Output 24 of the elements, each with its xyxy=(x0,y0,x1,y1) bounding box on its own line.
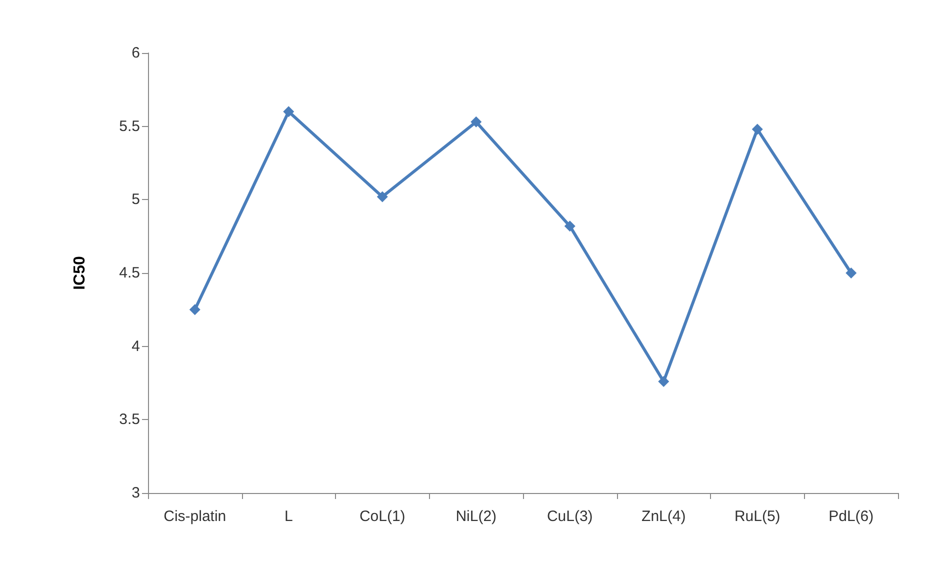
y-tick-label: 5.5 xyxy=(119,118,140,135)
y-tick-label: 5 xyxy=(132,191,140,208)
x-tick-label: NiL(2) xyxy=(456,508,497,525)
x-tick-label: RuL(5) xyxy=(734,508,780,525)
x-tick-label: L xyxy=(284,508,293,525)
y-tick-label: 4.5 xyxy=(119,264,140,282)
y-tick-label: 3 xyxy=(132,484,140,502)
x-tick-label: CoL(1) xyxy=(359,508,406,525)
point xyxy=(283,106,294,118)
point xyxy=(564,220,576,232)
point xyxy=(752,124,763,135)
point xyxy=(846,268,857,278)
point xyxy=(189,304,200,316)
x-tick-label: PdL(6) xyxy=(828,508,874,525)
point xyxy=(470,116,482,128)
x-tick-label: ZnL(4) xyxy=(642,508,686,525)
y-tick-label: 3.5 xyxy=(119,411,140,428)
y-axis-title: IC50 xyxy=(72,256,88,290)
x-tick-label: Cis-platin xyxy=(164,508,226,525)
y-tick-label: 4 xyxy=(132,338,140,355)
y-tick-label: 6 xyxy=(132,44,140,62)
point xyxy=(376,191,388,202)
x-tick-label: CuL(3) xyxy=(546,508,593,525)
point xyxy=(658,376,670,388)
